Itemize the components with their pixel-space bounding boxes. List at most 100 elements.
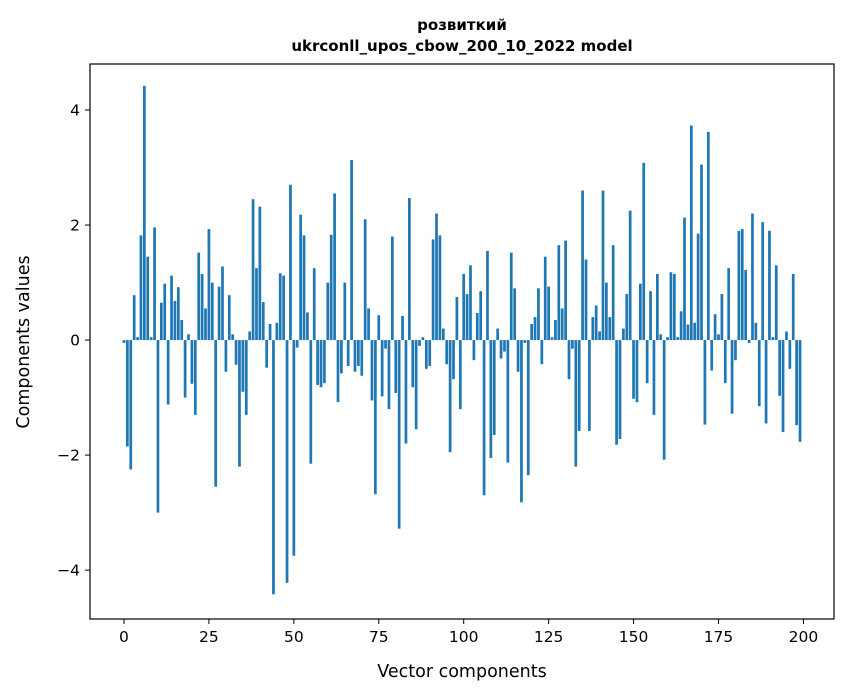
bar-131 [567,340,571,380]
bar-137 [588,340,591,431]
bar-194 [781,340,785,433]
bar-152 [639,283,642,341]
bar-60 [326,282,330,341]
bar-101 [465,294,469,341]
bar-70 [360,340,364,376]
bar-192 [774,265,778,341]
bar-41 [261,302,265,341]
bar-150 [632,340,635,399]
bar-155 [649,291,652,341]
bar-90 [428,340,432,366]
bar-167 [689,125,693,341]
bar-45 [275,322,279,341]
bar-21 [193,340,197,415]
bar-191 [771,337,775,341]
bar-57 [316,340,319,385]
bar-140 [598,331,601,341]
bar-78 [387,340,391,410]
bar-13 [166,340,170,405]
bar-75 [377,315,381,341]
bar-149 [628,210,632,341]
bar-168 [693,322,697,341]
bar-95 [445,340,449,365]
bar-128 [557,245,561,341]
bar-31 [227,295,231,341]
bar-98 [455,296,459,341]
bar-154 [645,340,649,384]
bar-146 [618,340,622,439]
bar-9 [153,227,156,341]
bar-106 [482,340,486,496]
bar-198 [795,340,798,426]
bar-143 [608,317,612,341]
bar-0 [122,340,126,343]
bar-88 [421,337,425,341]
bar-2 [129,340,133,470]
bar-141 [601,190,605,341]
bar-133 [574,340,578,467]
bar-85 [411,340,415,388]
bar-79 [391,236,394,341]
bar-22 [197,252,201,341]
bar-181 [737,230,741,341]
bar-32 [231,334,235,341]
bar-107 [486,250,489,341]
bar-190 [768,230,771,341]
bar-64 [340,340,343,374]
x-tick-label: 25 [199,628,219,646]
bar-34 [238,340,241,467]
x-tick-label: 175 [704,628,734,646]
bar-20 [190,340,194,384]
bar-125 [547,286,550,341]
y-ticks: −4 −2 0 2 4 [57,102,90,580]
bar-25 [207,229,211,341]
bar-109 [492,340,496,435]
bar-14 [170,275,173,341]
chart-title-line2: ukrconll_upos_cbow_200_10_2022 model [291,37,632,55]
bar-163 [676,337,680,341]
bar-48 [285,340,289,583]
bar-59 [323,340,326,384]
bar-24 [204,308,207,341]
bar-76 [380,340,384,397]
bar-170 [700,164,703,341]
bar-115 [513,288,517,341]
bar-73 [370,340,374,401]
bar-11 [159,302,163,341]
bar-54 [306,312,309,341]
bar-134 [577,340,581,431]
bar-174 [713,314,717,341]
bar-86 [414,340,418,430]
bar-195 [785,331,788,341]
bar-30 [224,340,228,372]
x-tick-label: 100 [449,628,479,646]
bar-77 [384,340,387,349]
bar-26 [210,282,214,341]
bar-46 [278,273,282,341]
bar-44 [272,340,275,595]
x-tick-label: 50 [284,628,304,646]
bar-105 [479,291,483,341]
bar-63 [336,340,340,403]
bar-122 [537,288,540,341]
bar-18 [183,340,187,398]
bar-184 [747,340,751,343]
bar-113 [506,340,510,463]
bar-126 [550,337,554,341]
bar-39 [255,268,258,341]
bar-108 [489,340,493,458]
bar-187 [757,340,761,407]
bar-196 [788,340,792,369]
bar-157 [655,273,659,341]
bar-15 [173,300,177,341]
x-ticks: 0 25 50 75 100 125 150 175 200 [119,619,818,646]
bar-188 [761,222,765,341]
x-tick-label: 125 [534,628,564,646]
x-tick-label: 150 [619,628,649,646]
bar-153 [642,162,646,341]
bar-83 [404,340,408,444]
bar-6 [143,85,146,341]
bar-193 [778,340,781,396]
bar-87 [418,340,421,346]
